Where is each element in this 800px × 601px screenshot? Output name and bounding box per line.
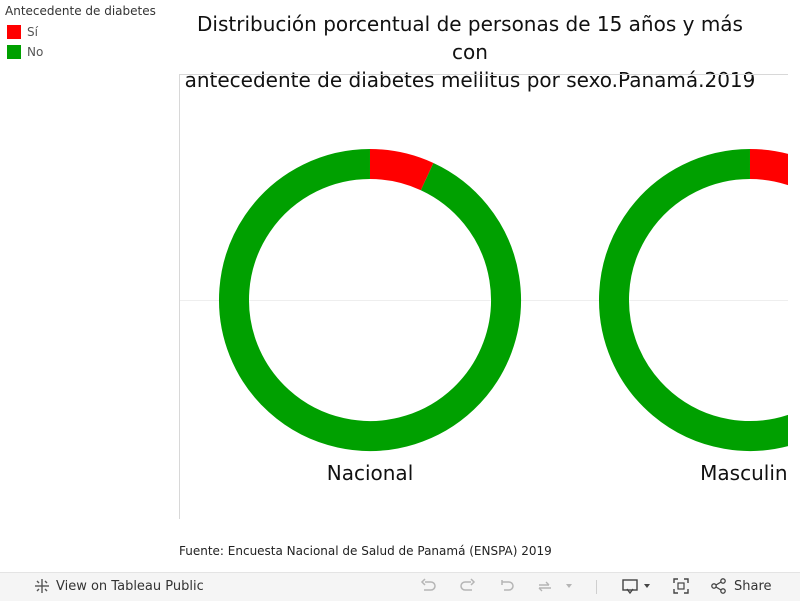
- fullscreen-icon: [673, 578, 689, 594]
- donut-slice-masculino-si[interactable]: [749, 149, 788, 186]
- legend: Antecedente de diabetes Sí No: [5, 4, 156, 62]
- donut-slice-masculino-no[interactable]: [599, 149, 788, 451]
- share-button[interactable]: Share: [710, 577, 772, 595]
- refresh-button[interactable]: [536, 577, 554, 595]
- donut-label-masculino: Masculino: [700, 461, 788, 485]
- share-icon: [711, 578, 726, 594]
- view-on-tableau-label: View on Tableau Public: [56, 578, 204, 594]
- chart-title-line-2: antecedente de diabetes mellitus por sex…: [184, 68, 756, 92]
- refresh-icon: [538, 581, 551, 592]
- download-dropdown-icon: [644, 584, 650, 588]
- download-icon: [622, 579, 638, 595]
- undo-button[interactable]: [419, 577, 437, 595]
- source-note: Fuente: Encuesta Nacional de Salud de Pa…: [179, 544, 552, 558]
- redo-button[interactable]: [459, 577, 477, 595]
- tableau-logo-icon: [35, 579, 49, 593]
- tableau-toolbar: View on Tableau Public: [0, 572, 800, 601]
- donut-slice-nacional-no[interactable]: [219, 149, 521, 451]
- redo-icon: [460, 578, 476, 591]
- download-button[interactable]: [621, 577, 652, 595]
- donut-slice-nacional-si[interactable]: [369, 149, 434, 191]
- chart-midline: [180, 300, 788, 301]
- revert-button[interactable]: [498, 577, 516, 595]
- legend-title: Antecedente de diabetes: [5, 4, 156, 18]
- view-on-tableau-button[interactable]: View on Tableau Public: [34, 578, 204, 594]
- legend-label-no: No: [27, 45, 44, 59]
- fullscreen-button[interactable]: [672, 577, 690, 595]
- chart-title-line-1: Distribución porcentual de personas de 1…: [197, 12, 743, 64]
- share-label: Share: [734, 578, 772, 594]
- revert-icon: [501, 580, 514, 591]
- chart-title: Distribución porcentual de personas de 1…: [180, 10, 760, 94]
- legend-swatch-si: [7, 25, 21, 39]
- legend-item-no[interactable]: No: [5, 42, 156, 62]
- donut-label-nacional: Nacional: [327, 461, 414, 485]
- undo-icon: [420, 578, 436, 591]
- dropdown-icon: [566, 584, 572, 588]
- toolbar-divider: [596, 580, 597, 594]
- legend-item-si[interactable]: Sí: [5, 22, 156, 42]
- legend-label-si: Sí: [27, 25, 38, 39]
- chart-area: Nacional Masculino: [179, 74, 788, 519]
- refresh-dropdown[interactable]: [564, 582, 574, 590]
- legend-swatch-no: [7, 45, 21, 59]
- donut-chart: Nacional Masculino: [219, 149, 788, 485]
